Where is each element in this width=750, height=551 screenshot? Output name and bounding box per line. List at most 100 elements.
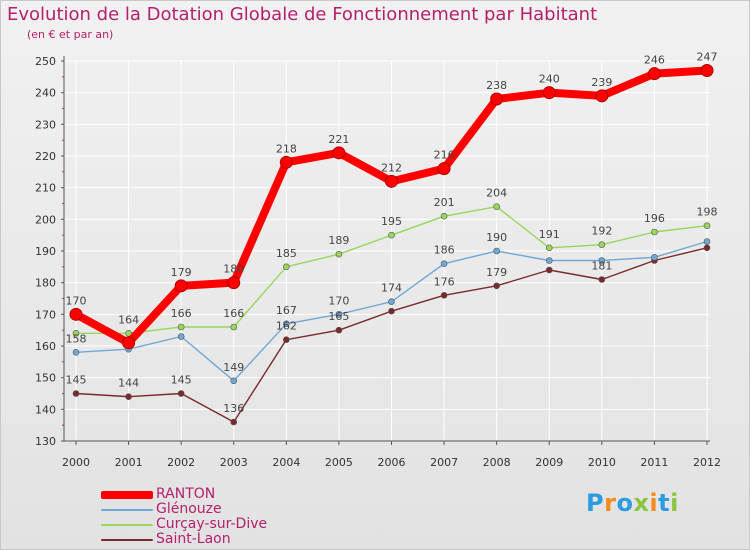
x-tick-label: 2012 xyxy=(693,456,721,469)
data-point-saint-laon xyxy=(493,282,500,290)
legend: RANTON Glénouze Curçay-sur-Dive Saint-La… xyxy=(101,487,267,547)
data-point-curcay-sur-dive xyxy=(440,212,448,220)
data-point-curcay-sur-dive xyxy=(388,231,395,239)
series-lines xyxy=(69,64,714,426)
data-point-glenouze xyxy=(283,320,290,328)
data-point-ranton xyxy=(332,146,346,160)
data-point-glenouze xyxy=(335,311,343,318)
data-point-ranton xyxy=(385,174,398,188)
y-tick-label: 240 xyxy=(35,87,56,100)
data-label-ranton: 238 xyxy=(486,79,507,92)
data-label-ranton: 239 xyxy=(591,76,612,89)
data-point-curcay-sur-dive xyxy=(72,330,80,337)
logo-letter: i xyxy=(649,489,659,517)
data-label-curcay-sur-dive: 164 xyxy=(118,313,139,326)
y-tick-label: 160 xyxy=(35,340,56,353)
data-point-saint-laon xyxy=(388,307,395,315)
data-point-saint-laon xyxy=(283,336,290,343)
data-point-glenouze xyxy=(230,377,238,385)
data-point-saint-laon xyxy=(72,390,80,397)
data-point-glenouze xyxy=(703,238,711,245)
legend-label: RANTON xyxy=(156,486,216,502)
data-point-curcay-sur-dive xyxy=(230,323,238,331)
data-point-curcay-sur-dive xyxy=(651,228,658,236)
data-point-saint-laon xyxy=(335,326,343,334)
data-point-ranton xyxy=(700,64,714,77)
data-label-ranton: 212 xyxy=(381,161,402,174)
data-label-curcay-sur-dive: 166 xyxy=(171,307,192,320)
legend-label: Glénouze xyxy=(156,501,222,517)
logo-letter: P xyxy=(586,489,605,517)
data-label-glenouze: 174 xyxy=(381,282,402,295)
data-point-curcay-sur-dive xyxy=(283,263,290,271)
data-label-curcay-sur-dive: 196 xyxy=(644,212,665,225)
data-label-ranton: 216 xyxy=(434,149,455,162)
data-point-curcay-sur-dive xyxy=(493,203,500,210)
data-point-curcay-sur-dive xyxy=(177,323,185,331)
y-tick-label: 210 xyxy=(35,182,56,195)
data-label-glenouze: 190 xyxy=(486,231,507,244)
data-point-ranton xyxy=(279,155,293,169)
legend-item-curcay-sur-dive: Curçay-sur-Dive xyxy=(101,517,267,532)
data-point-glenouze xyxy=(388,298,395,305)
x-tick-label: 2007 xyxy=(430,456,458,469)
legend-item-saint-laon: Saint-Laon xyxy=(101,532,267,547)
data-point-glenouze xyxy=(177,333,185,340)
x-tick-label: 2011 xyxy=(640,456,668,469)
data-point-ranton xyxy=(437,162,451,176)
data-label-curcay-sur-dive: 204 xyxy=(486,187,507,200)
proxiti-logo: Proxiti xyxy=(586,489,679,517)
data-point-glenouze xyxy=(651,254,658,261)
data-label-ranton: 247 xyxy=(697,51,718,64)
y-tick-label: 200 xyxy=(35,213,56,226)
data-point-glenouze xyxy=(598,257,606,264)
logo-letter: i xyxy=(670,489,679,517)
legend-swatch-glenouze xyxy=(101,508,153,511)
y-tick-label: 220 xyxy=(35,150,56,163)
data-point-ranton xyxy=(174,279,188,293)
data-label-saint-laon: 145 xyxy=(171,374,192,387)
data-point-curcay-sur-dive xyxy=(335,250,343,258)
x-tick-label: 2001 xyxy=(115,456,143,469)
grid-lines xyxy=(64,60,710,442)
y-tick-label: 130 xyxy=(35,435,56,448)
data-point-ranton xyxy=(490,92,504,106)
x-tick-label: 2002 xyxy=(167,456,195,469)
legend-swatch-saint-laon xyxy=(101,538,153,541)
data-label-ranton: 218 xyxy=(276,142,297,155)
data-point-glenouze xyxy=(72,349,80,356)
data-point-saint-laon xyxy=(703,244,711,252)
x-tick-label: 2000 xyxy=(62,456,90,469)
chart-title: Evolution de la Dotation Globale de Fonc… xyxy=(7,4,598,25)
data-label-saint-laon: 181 xyxy=(591,260,612,273)
data-label-saint-laon: 179 xyxy=(486,266,507,279)
data-label-saint-laon: 165 xyxy=(328,310,349,323)
data-point-saint-laon xyxy=(545,266,553,274)
data-label-curcay-sur-dive: 185 xyxy=(276,247,297,260)
data-point-ranton xyxy=(647,67,661,81)
x-tick-label: 2008 xyxy=(483,456,511,469)
data-point-saint-laon xyxy=(440,292,448,299)
data-label-ranton: 179 xyxy=(171,266,192,279)
data-label-ranton: 170 xyxy=(66,294,87,307)
x-tick-label: 2009 xyxy=(535,456,563,469)
logo-letter: t xyxy=(658,489,671,517)
data-label-glenouze: 149 xyxy=(223,361,244,374)
data-label-curcay-sur-dive: 201 xyxy=(434,196,455,209)
y-tick-label: 170 xyxy=(35,308,56,321)
data-label-saint-laon: 176 xyxy=(434,275,455,288)
data-label-saint-laon: 144 xyxy=(118,377,139,390)
x-tick-label: 2010 xyxy=(588,456,616,469)
data-label-ranton: 221 xyxy=(328,133,349,146)
x-tick-label: 2005 xyxy=(325,456,353,469)
data-label-curcay-sur-dive: 191 xyxy=(539,228,560,241)
data-label-curcay-sur-dive: 195 xyxy=(381,215,402,228)
legend-item-ranton: RANTON xyxy=(101,487,267,502)
logo-letter: x xyxy=(633,489,650,517)
data-label-saint-laon: 136 xyxy=(223,402,244,415)
legend-swatch-ranton xyxy=(101,490,153,499)
data-label-glenouze: 158 xyxy=(66,332,87,345)
y-tick-label: 230 xyxy=(35,118,56,131)
data-point-ranton xyxy=(69,307,83,321)
